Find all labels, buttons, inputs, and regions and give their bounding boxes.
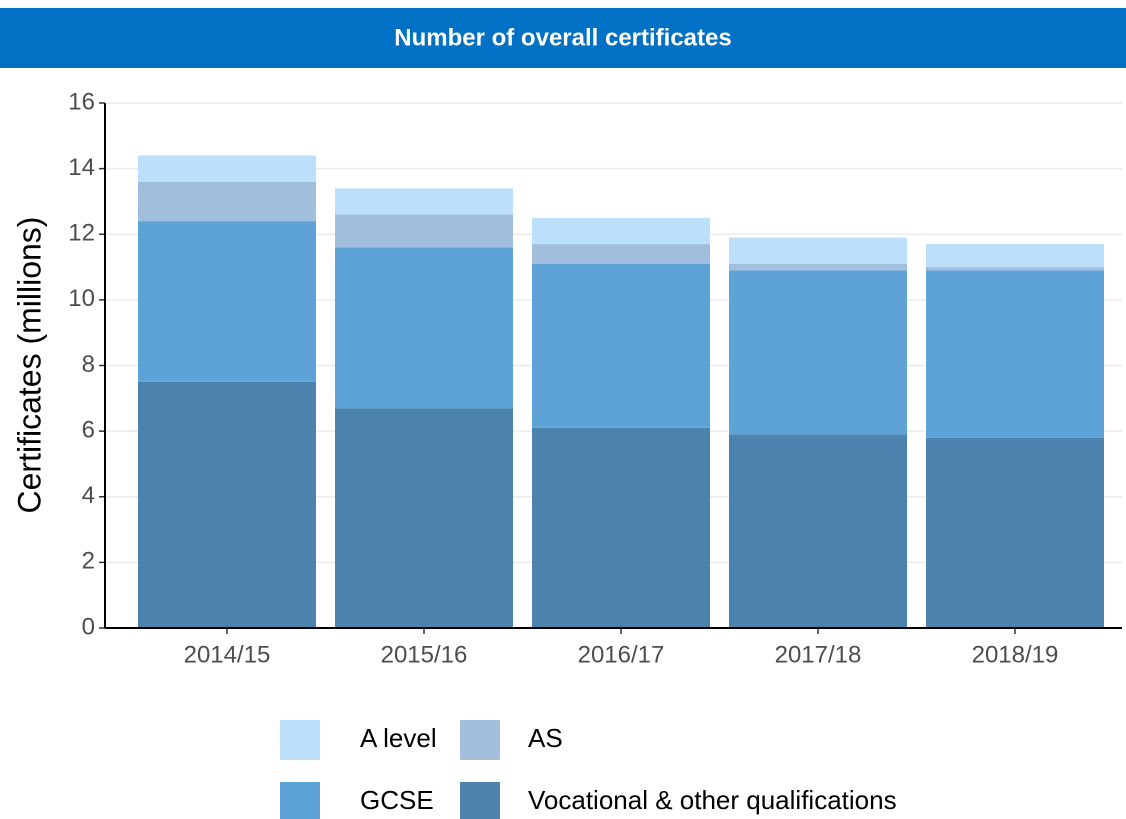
bar-segment [532, 244, 710, 264]
bar-segment [926, 437, 1104, 628]
y-tick-label: 2 [82, 548, 95, 575]
legend-swatch [280, 782, 320, 819]
y-axis-label: Certificates (millions) [11, 217, 47, 514]
bar-segment [138, 155, 316, 182]
x-tick-label: 2015/16 [381, 641, 468, 668]
legend-label: GCSE [360, 785, 434, 815]
bar-segment [335, 247, 513, 409]
bar-segment [532, 217, 710, 245]
title-bar [0, 8, 1126, 68]
legend-label: Vocational & other qualifications [528, 785, 897, 815]
legend-label: AS [528, 723, 563, 753]
x-tick-label: 2017/18 [775, 641, 862, 668]
bar-segment [926, 267, 1104, 271]
x-tick-label: 2018/19 [972, 641, 1059, 668]
bar-segment [926, 270, 1104, 438]
chart-title: Number of overall certificates [394, 24, 731, 51]
bar-segment [532, 263, 710, 428]
legend-swatch [460, 782, 500, 819]
bar-segment [335, 188, 513, 215]
bar-segment [729, 263, 907, 271]
y-tick-label: 0 [82, 613, 95, 640]
y-tick-label: 4 [82, 482, 95, 509]
y-tick-label: 10 [68, 285, 95, 312]
bar-segment [532, 427, 710, 628]
y-tick-label: 6 [82, 416, 95, 443]
bar-segment [138, 221, 316, 382]
y-tick-label: 12 [68, 220, 95, 247]
y-tick-label: 8 [82, 351, 95, 378]
bar-segment [335, 408, 513, 628]
bar-segment [138, 381, 316, 628]
legend-swatch [280, 720, 320, 760]
bar-segment [729, 270, 907, 435]
bar-segment [138, 181, 316, 222]
y-tick-label: 16 [68, 88, 95, 115]
legend-swatch [460, 720, 500, 760]
legend-label: A level [360, 723, 437, 753]
x-tick-label: 2016/17 [578, 641, 665, 668]
bar-segment [729, 237, 907, 264]
bar-segment [729, 434, 907, 628]
y-tick-label: 14 [68, 154, 95, 181]
bar-segment [926, 244, 1104, 268]
bar-segment [335, 214, 513, 248]
x-tick-label: 2014/15 [184, 641, 271, 668]
